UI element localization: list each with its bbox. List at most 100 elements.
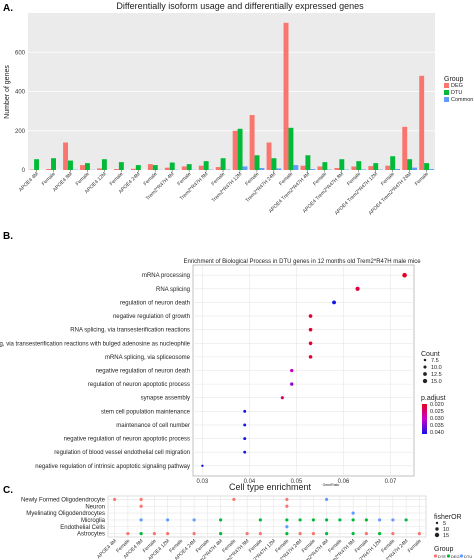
count-legend-label: 15.0: [431, 379, 442, 385]
celltype-dot-2: [232, 497, 236, 502]
bar-dtu-15: [288, 127, 294, 170]
enrichment-term-label: maintenance of cell number: [116, 423, 190, 429]
fisheror-legend-dot: [435, 521, 439, 525]
bar-common-12: [242, 166, 248, 170]
bar-dtu-8: [169, 162, 175, 170]
enrichment-dot-0: [402, 272, 407, 278]
celltype-dot-37: [364, 531, 368, 536]
enrichment-term-label: mRNA splicing, via spliceosome: [105, 355, 191, 361]
bar-dtu-23: [424, 163, 430, 170]
enrichment-dot-5: [308, 341, 313, 346]
count-legend-title: Count: [421, 351, 440, 358]
bar-legend-label-common: Common: [451, 97, 473, 103]
celltype-row-label: Endothelial Cells: [60, 525, 105, 531]
padjust-legend-label: 0.025: [430, 409, 444, 415]
celltype-row-label: Newly Formed Oligodendrocyte: [21, 497, 106, 503]
bar-deg-16: [300, 165, 306, 170]
bar-chart-title: Differentially isoform usage and differe…: [116, 1, 364, 11]
celltype-dot-11: [219, 518, 223, 522]
bar-deg-13: [249, 115, 255, 170]
enrichment-term-label: regulation of neuron death: [120, 300, 190, 306]
celltype-dot-10: [192, 518, 196, 522]
bar-common-23: [429, 169, 434, 170]
celltype-dot-29: [219, 531, 223, 536]
bar-xtick-label: APOE4 4M: [18, 171, 40, 193]
bar-dtu-3: [84, 163, 90, 170]
bar-xtick-label: Female: [414, 171, 430, 187]
celltype-dot-14: [298, 518, 302, 522]
celltype-dot-15: [311, 518, 315, 522]
enrichment-dot-4: [308, 327, 313, 332]
count-legend-label: 12.5: [431, 372, 442, 378]
bar-legend-label-deg: DEG: [451, 83, 463, 89]
bar-chart-ylabel: Number of genes: [4, 65, 11, 119]
bar-deg-18: [334, 168, 340, 170]
bar-deg-15: [283, 22, 289, 170]
panel-b-label: B.: [3, 231, 13, 242]
celltype-dot-17: [338, 518, 342, 522]
enrichment-term-label: RNA splicing: [156, 287, 190, 293]
group-legend-label-deg: DEG: [451, 554, 460, 559]
bar-common-22: [412, 167, 418, 170]
enrichment-dot-2: [332, 300, 336, 305]
bar-dtu-1: [51, 158, 56, 170]
enrichment-term-label: negative regulation of neuron death: [96, 369, 190, 375]
bar-deg-9: [181, 166, 187, 170]
count-legend-dot: [422, 378, 428, 384]
celltype-dot-26: [152, 531, 156, 536]
bar-dtu-22: [407, 159, 413, 170]
bar-ytick-label: 400: [15, 90, 26, 96]
enrichment-term-label: RNA splicing, via transesterification re…: [70, 328, 190, 334]
bar-dtu-7: [152, 165, 158, 170]
celltype-row-label: Astrocytes: [77, 532, 105, 538]
bar-legend-title: Group: [444, 76, 464, 83]
enrichment-xtick-label: 0.03: [197, 479, 209, 485]
bar-legend-swatch-common: [444, 97, 449, 102]
bar-dtu-2: [68, 160, 73, 170]
bar-common-15: [293, 165, 299, 170]
enrichment-dot-9: [280, 396, 284, 400]
bar-deg-22: [402, 126, 408, 170]
bar-dtu-19: [356, 161, 362, 170]
bar-xtick-label: Trem2*R47H 24M: [245, 171, 278, 204]
bar-legend-label-dtu: DTU: [451, 90, 462, 96]
enrichment-term-label: stem cell population maintenance: [101, 409, 191, 415]
celltype-dot-36: [351, 531, 355, 536]
count-legend-label: 7.5: [431, 358, 439, 364]
celltype-dot-3: [285, 497, 289, 502]
celltype-dotplot-panel: Cell type enrichment fisherOR Group 5101…: [21, 482, 472, 560]
celltype-dot-22: [404, 518, 408, 522]
enrichment-dot-10: [243, 409, 247, 413]
bar-deg-23: [419, 75, 425, 170]
padjust-legend-label: 0.030: [430, 416, 444, 422]
enrichment-xtick-label: 0.07: [385, 479, 397, 485]
bar-chart-panel: Differentially isoform usage and differe…: [4, 1, 473, 216]
enrichment-xtick-label: 0.05: [291, 479, 303, 485]
enrichment-term-label: RNA splicing, via transesterification re…: [0, 341, 191, 347]
celltype-row-label: Myelinating Oligodendrocytes: [26, 511, 105, 517]
padjust-legend-label: 0.035: [430, 423, 444, 429]
bar-deg-12: [232, 130, 238, 170]
enrichment-term-label: negative regulation of neuron apoptotic …: [64, 437, 190, 443]
bar-dtu-5: [118, 162, 124, 170]
enrichment-term-label: negative regulation of intrinsic apoptot…: [35, 464, 190, 470]
bar-deg-17: [317, 166, 323, 170]
padjust-colorbar: [422, 404, 427, 434]
enrichment-term-label: synapse assembly: [141, 396, 190, 402]
bar-dtu-14: [271, 158, 277, 170]
bar-ytick-label: 0: [22, 168, 26, 174]
fisheror-legend-dot: [434, 532, 440, 538]
bar-dtu-0: [34, 159, 40, 170]
bar-dtu-11: [220, 158, 226, 170]
group-legend-label-dtu: DTU: [464, 554, 472, 559]
celltype-dot-21: [391, 518, 395, 522]
bar-deg-11: [215, 167, 221, 170]
enrichment-xlabel: GeneRatio: [323, 483, 340, 487]
celltype-dot-4: [325, 497, 329, 502]
count-legend-dot: [423, 365, 427, 369]
celltype-dot-6: [285, 504, 289, 508]
count-legend-dot: [423, 372, 427, 376]
